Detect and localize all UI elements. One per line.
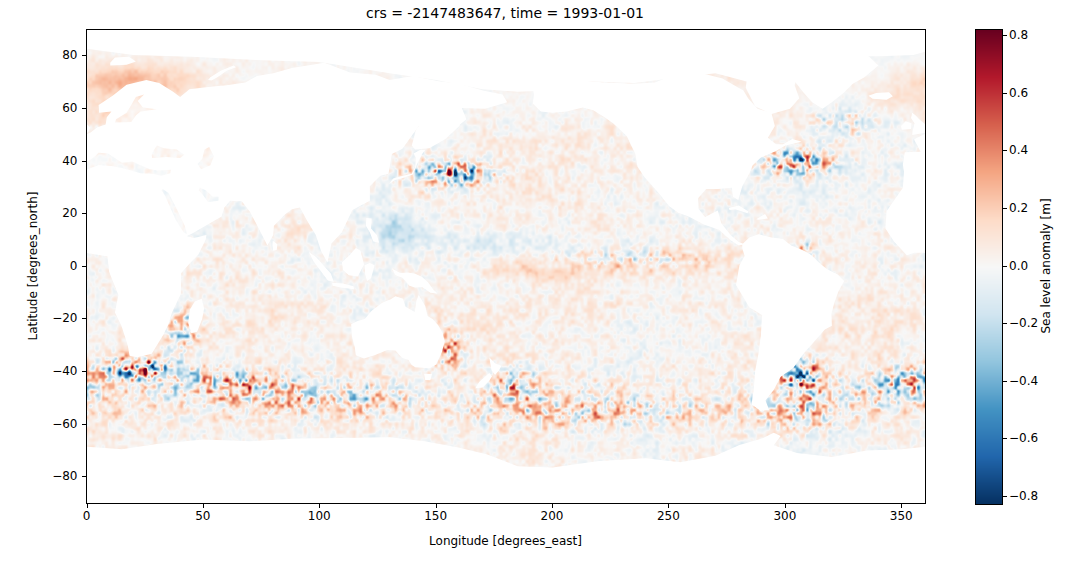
- y-tick-mark: [82, 108, 86, 109]
- colorbar-label: Sea level anomaly [m]: [1039, 198, 1053, 333]
- y-tick-label: 40: [18, 154, 78, 168]
- plot-title: crs = -2147483647, time = 1993-01-01: [86, 5, 924, 21]
- x-tick-mark: [901, 504, 902, 508]
- colorbar-tick-mark: [1003, 208, 1007, 209]
- y-tick-label: 20: [18, 206, 78, 220]
- x-tick-label: 300: [773, 509, 796, 523]
- colorbar-tick-mark: [1003, 438, 1007, 439]
- colorbar-tick-mark: [1003, 266, 1007, 267]
- sea-level-anomaly-heatmap: [87, 30, 925, 503]
- colorbar-tick-label: 0.6: [1009, 86, 1028, 100]
- x-tick-label: 100: [308, 509, 331, 523]
- y-tick-mark: [82, 266, 86, 267]
- y-tick-label: −40: [18, 364, 78, 378]
- y-tick-mark: [82, 318, 86, 319]
- x-tick-label: 250: [657, 509, 680, 523]
- colorbar-tick-mark: [1003, 323, 1007, 324]
- x-tick-label: 0: [83, 509, 91, 523]
- y-tick-mark: [82, 55, 86, 56]
- y-tick-mark: [82, 476, 86, 477]
- colorbar-tick-label: 0.4: [1009, 143, 1028, 157]
- colorbar-tick-label: −0.4: [1009, 374, 1038, 388]
- x-tick-label: 50: [195, 509, 210, 523]
- y-tick-mark: [82, 213, 86, 214]
- x-tick-mark: [668, 504, 669, 508]
- y-tick-label: −60: [18, 417, 78, 431]
- x-tick-mark: [436, 504, 437, 508]
- colorbar-gradient: [976, 30, 1002, 504]
- colorbar-tick-label: 0.0: [1009, 259, 1028, 273]
- colorbar-tick-mark: [1003, 35, 1007, 36]
- x-tick-mark: [785, 504, 786, 508]
- colorbar-tick-label: 0.2: [1009, 201, 1028, 215]
- y-tick-label: 0: [18, 259, 78, 273]
- x-tick-label: 200: [541, 509, 564, 523]
- y-tick-label: 80: [18, 48, 78, 62]
- colorbar: [975, 29, 1003, 505]
- x-tick-label: 350: [890, 509, 913, 523]
- x-axis-label: Longitude [degrees_east]: [429, 534, 582, 548]
- y-tick-label: −80: [18, 469, 78, 483]
- y-tick-label: −20: [18, 311, 78, 325]
- colorbar-tick-mark: [1003, 381, 1007, 382]
- x-tick-mark: [203, 504, 204, 508]
- x-tick-label: 150: [424, 509, 447, 523]
- y-tick-mark: [82, 371, 86, 372]
- colorbar-tick-label: 0.8: [1009, 28, 1028, 42]
- colorbar-tick-mark: [1003, 150, 1007, 151]
- x-tick-mark: [87, 504, 88, 508]
- y-tick-mark: [82, 424, 86, 425]
- map-axes: [86, 29, 926, 504]
- colorbar-tick-mark: [1003, 93, 1007, 94]
- colorbar-tick-label: −0.6: [1009, 431, 1038, 445]
- y-tick-label: 60: [18, 101, 78, 115]
- x-tick-mark: [552, 504, 553, 508]
- colorbar-tick-label: −0.8: [1009, 489, 1038, 503]
- colorbar-tick-label: −0.2: [1009, 316, 1038, 330]
- colorbar-tick-mark: [1003, 496, 1007, 497]
- figure: crs = -2147483647, time = 1993-01-01 Lat…: [0, 0, 1086, 568]
- x-tick-mark: [319, 504, 320, 508]
- y-tick-mark: [82, 161, 86, 162]
